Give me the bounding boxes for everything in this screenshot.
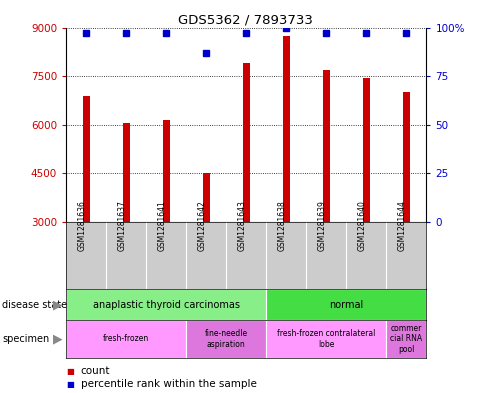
Text: normal: normal: [329, 299, 364, 310]
Text: ■: ■: [66, 380, 74, 389]
Text: GSM1281639: GSM1281639: [317, 200, 326, 251]
Text: fresh-frozen: fresh-frozen: [103, 334, 149, 343]
Text: percentile rank within the sample: percentile rank within the sample: [81, 379, 257, 389]
Text: ▶: ▶: [53, 332, 63, 345]
Bar: [122, 123, 130, 222]
Bar: [243, 63, 250, 222]
Bar: [186, 320, 266, 358]
Text: ■: ■: [66, 367, 74, 376]
Text: anaplastic thyroid carcinomas: anaplastic thyroid carcinomas: [93, 299, 240, 310]
Text: GSM1281641: GSM1281641: [157, 200, 166, 251]
Text: GSM1281638: GSM1281638: [277, 200, 286, 251]
Text: GSM1281636: GSM1281636: [77, 200, 86, 251]
Text: disease state: disease state: [2, 299, 68, 310]
Bar: [202, 173, 210, 222]
Text: GSM1281640: GSM1281640: [357, 200, 367, 251]
Bar: [283, 36, 290, 222]
Text: ▶: ▶: [53, 298, 63, 311]
Bar: [163, 120, 170, 222]
Text: fresh-frozen contralateral
lobe: fresh-frozen contralateral lobe: [277, 329, 375, 349]
Text: GSM1281644: GSM1281644: [397, 200, 406, 251]
Bar: [363, 78, 370, 222]
Text: GSM1281643: GSM1281643: [237, 200, 246, 251]
Bar: [266, 289, 426, 320]
Bar: [66, 320, 186, 358]
Text: fine-needle
aspiration: fine-needle aspiration: [205, 329, 248, 349]
Bar: [322, 70, 330, 222]
Text: GSM1281637: GSM1281637: [117, 200, 126, 251]
Bar: [66, 289, 266, 320]
Text: GSM1281642: GSM1281642: [197, 200, 206, 251]
Bar: [386, 320, 426, 358]
Bar: [82, 95, 90, 222]
Bar: [266, 320, 386, 358]
Text: count: count: [81, 366, 110, 376]
Text: GDS5362 / 7893733: GDS5362 / 7893733: [177, 14, 313, 27]
Bar: [403, 92, 410, 222]
Text: commer
cial RNA
pool: commer cial RNA pool: [390, 324, 422, 354]
Text: specimen: specimen: [2, 334, 49, 344]
